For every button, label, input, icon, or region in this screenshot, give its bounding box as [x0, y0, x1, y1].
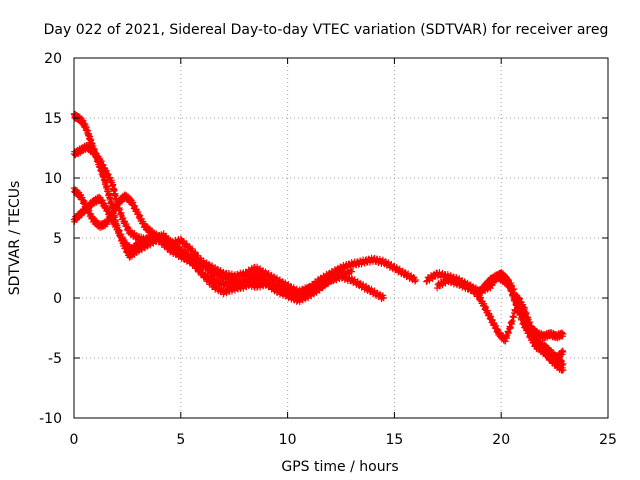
data-point — [514, 293, 521, 300]
data-point — [559, 366, 567, 374]
data-point — [522, 311, 529, 319]
data-point — [317, 284, 324, 291]
y-tick-label: 15 — [44, 111, 62, 127]
data-point — [525, 319, 532, 326]
data-point — [517, 301, 524, 308]
data-point — [508, 282, 516, 289]
data-point — [558, 367, 566, 374]
data-point — [275, 281, 282, 289]
data-point — [539, 344, 546, 351]
data-point — [510, 285, 518, 293]
data-point — [481, 285, 488, 293]
y-tick-label: 10 — [44, 171, 62, 187]
data-point — [527, 323, 535, 330]
data-point — [509, 286, 516, 294]
data-point — [190, 260, 197, 267]
data-point — [353, 279, 361, 286]
data-point — [214, 265, 221, 273]
chart-title: Day 022 of 2021, Sidereal Day-to-day VTE… — [44, 22, 609, 38]
data-point — [466, 281, 474, 288]
data-point — [526, 324, 534, 331]
x-tick-label: 15 — [385, 432, 403, 448]
data-point — [188, 256, 195, 264]
data-point — [516, 297, 523, 305]
axis-layer: 0 5 10 15 20 25 -10 -5 0 5 10 15 20 — [39, 51, 617, 448]
data-point — [262, 268, 269, 275]
data-point — [267, 272, 275, 279]
data-point — [401, 269, 409, 276]
y-tick-label: -10 — [39, 411, 62, 427]
series-track-6 — [433, 271, 567, 364]
data-point — [270, 273, 278, 280]
data-point — [245, 282, 252, 289]
data-point — [348, 268, 355, 275]
y-axis-label: SDTVAR / TECUs — [7, 181, 23, 296]
x-tick-label: 0 — [70, 432, 79, 448]
data-point — [380, 294, 387, 302]
data-point — [559, 330, 567, 338]
data-point — [272, 281, 279, 288]
data-point — [411, 278, 419, 285]
data-point — [266, 277, 274, 284]
data-point — [472, 288, 479, 295]
data-point — [144, 243, 151, 250]
data-point — [521, 310, 529, 318]
data-point — [301, 295, 309, 303]
data-point — [513, 291, 520, 299]
data-point — [536, 338, 543, 346]
data-point — [519, 304, 526, 312]
data-point — [504, 276, 512, 284]
data-point — [205, 260, 213, 268]
data-point — [192, 248, 199, 256]
data-point — [173, 248, 181, 256]
data-point — [547, 354, 554, 361]
data-point — [348, 274, 355, 282]
data-point — [307, 292, 314, 299]
data-point — [559, 348, 567, 356]
x-tick-label: 20 — [492, 432, 510, 448]
data-layer — [70, 110, 567, 374]
series-track-8 — [476, 269, 567, 374]
data-point — [284, 288, 291, 296]
y-tick-label: 5 — [53, 231, 62, 247]
data-point — [282, 289, 290, 297]
data-point — [529, 331, 536, 338]
data-point — [523, 318, 531, 325]
x-tick-label: 10 — [279, 432, 297, 448]
data-point — [530, 330, 538, 337]
data-point — [356, 279, 364, 287]
data-point — [202, 270, 209, 278]
series-track-4 — [70, 193, 291, 297]
data-point — [182, 253, 189, 261]
data-point — [499, 270, 506, 277]
x-tick-label: 5 — [176, 432, 185, 448]
y-tick-label: 20 — [44, 51, 62, 67]
data-point — [541, 348, 548, 355]
data-point — [423, 278, 430, 285]
y-tick-label: 0 — [53, 291, 62, 307]
data-point — [135, 241, 143, 249]
data-point — [412, 276, 419, 284]
x-tick-label: 25 — [599, 432, 617, 448]
data-point — [325, 279, 332, 286]
data-point — [196, 266, 204, 273]
data-point — [207, 274, 214, 282]
y-tick-label: -5 — [48, 351, 62, 367]
x-axis-label: GPS time / hours — [281, 459, 398, 475]
